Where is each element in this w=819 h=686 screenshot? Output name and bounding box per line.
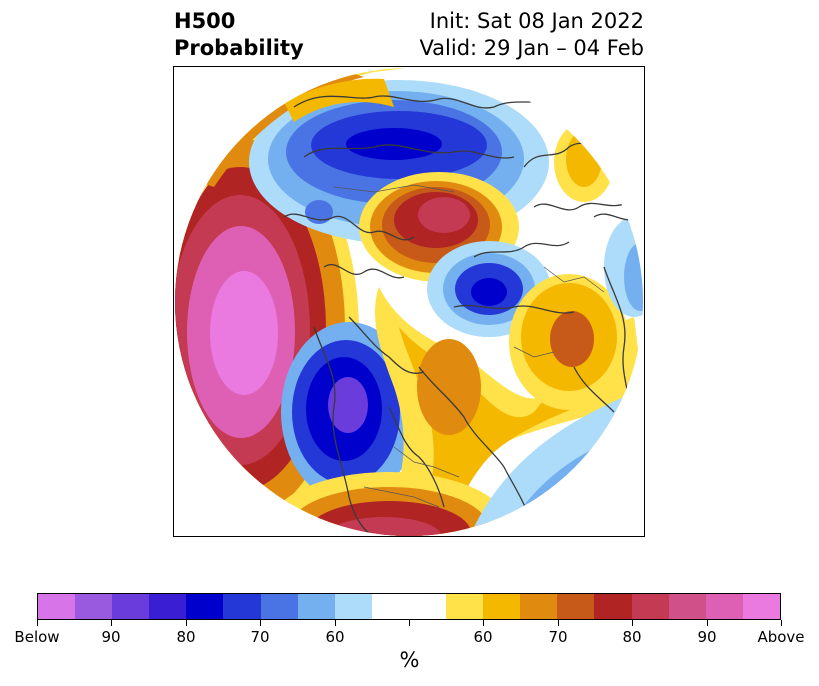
colorbar-tick-label: 70 [548,628,568,646]
probability-map-svg [175,68,643,536]
colorbar-segment [371,594,409,619]
colorbar-tick-label: Above [757,628,805,646]
colorbar-segment [446,594,484,619]
colorbar-segment [408,594,447,619]
colorbar-tick [260,620,261,626]
init-date: Init: Sat 08 Jan 2022 [429,9,644,33]
colorbar-tick-label: 90 [697,628,717,646]
colorbar-segment [75,594,113,619]
colorbar-tick [632,620,633,626]
polar-map [173,66,645,537]
colorbar-segment [186,594,224,619]
colorbar-tick [707,620,708,626]
colorbar-label: % [399,648,420,672]
colorbar-segment [742,594,780,619]
colorbar-tick-label: 60 [325,628,345,646]
colorbar-segment [705,594,743,619]
colorbar-tick [37,620,38,626]
colorbar-segment [334,594,372,619]
colorbar-tick [781,620,782,626]
canada-trough [281,322,417,502]
chart-title-left: H500 Probability [174,8,304,62]
colorbar-segment [260,594,298,619]
colorbar-segment [112,594,150,619]
country-borders [333,184,605,508]
chart-title-right: Init: Sat 08 Jan 2022 Valid: 29 Jan – 04… [419,8,644,62]
colorbar-segment [297,594,335,619]
colorbar-tick-label: 80 [622,628,642,646]
colorbar-segment [223,594,261,619]
colorbar-tick-label: 70 [250,628,270,646]
colorbar-tick [483,620,484,626]
title-type: Probability [174,36,304,60]
colorbar-segment [631,594,669,619]
colorbar [37,593,781,620]
colorbar-segment [557,594,595,619]
pole-marker [397,290,419,312]
colorbar-tick [186,620,187,626]
title-variable: H500 [174,9,236,33]
colorbar-tick-label: 90 [101,628,121,646]
southeast-us-ridge [269,472,509,536]
colorbar-segment [594,594,632,619]
colorbar-tick [335,620,336,626]
colorbar-ticks [37,620,782,628]
colorbar-tick [558,620,559,626]
probability-fields [175,68,643,536]
colorbar-tick-label: Below [14,628,60,646]
valid-period: Valid: 29 Jan – 04 Feb [419,36,644,60]
colorbar-segment [149,594,187,619]
colorbar-segment [668,594,706,619]
colorbar-tick [111,620,112,626]
colorbar-segment [38,594,76,619]
colorbar-tick [409,620,410,626]
colorbar-tick-label: 60 [473,628,493,646]
colorbar-tick-label: 80 [176,628,196,646]
colorbar-segment [483,594,521,619]
colorbar-segment [520,594,558,619]
colorbar-tick-labels: Below 90 80 70 60 60 70 80 90 Above [14,628,804,648]
